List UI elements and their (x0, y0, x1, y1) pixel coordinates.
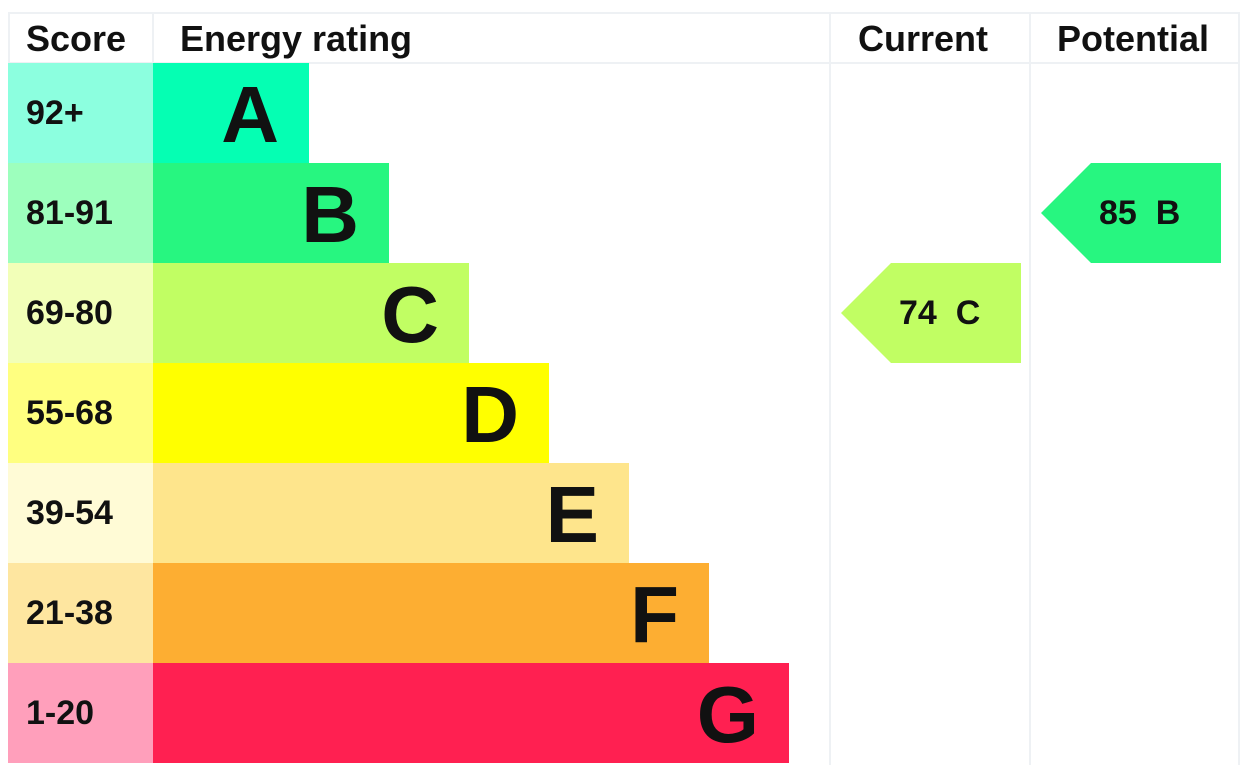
potential-rating-label: 85 B (1099, 194, 1181, 232)
score-range-a: 92+ (8, 63, 153, 163)
header-score: Score (26, 18, 127, 59)
score-range-g: 1-20 (8, 663, 153, 763)
score-range-b: 81-91 (8, 163, 153, 263)
score-range-d: 55-68 (8, 363, 153, 463)
band-bar-g: G (153, 663, 789, 763)
band-bar-c: C (153, 263, 469, 363)
band-letter: B (301, 170, 359, 259)
score-range-f: 21-38 (8, 563, 153, 663)
current-rating-arrow: 74 C (841, 263, 1021, 363)
band-bar-d: D (153, 363, 549, 463)
band-letter: A (221, 70, 279, 159)
score-divider (152, 13, 154, 63)
right-border (1238, 13, 1240, 765)
current-divider (829, 13, 831, 765)
header-potential: Potential (1057, 18, 1210, 59)
band-bar-a: A (153, 63, 309, 163)
band-letter: C (381, 270, 439, 359)
header-divider (8, 62, 1240, 64)
band-bar-e: E (153, 463, 629, 563)
potential-divider (1029, 13, 1031, 765)
current-rating-label: 74 C (899, 294, 981, 332)
potential-arrow-shape (1041, 163, 1221, 263)
band-bar-b: B (153, 163, 389, 263)
band-letter: D (461, 370, 519, 459)
potential-rating-arrow: 85 B (1041, 163, 1221, 263)
current-arrow-shape (841, 263, 1021, 363)
header-energy-rating: Energy rating (180, 18, 413, 59)
top-border (8, 12, 1240, 14)
band-letter: G (696, 670, 759, 759)
left-border (8, 13, 10, 63)
score-range-c: 69-80 (8, 263, 153, 363)
header-current: Current (858, 18, 989, 59)
band-bar-f: F (153, 563, 709, 663)
band-letter: F (630, 570, 679, 659)
band-letter: E (545, 470, 599, 559)
score-range-e: 39-54 (8, 463, 153, 563)
